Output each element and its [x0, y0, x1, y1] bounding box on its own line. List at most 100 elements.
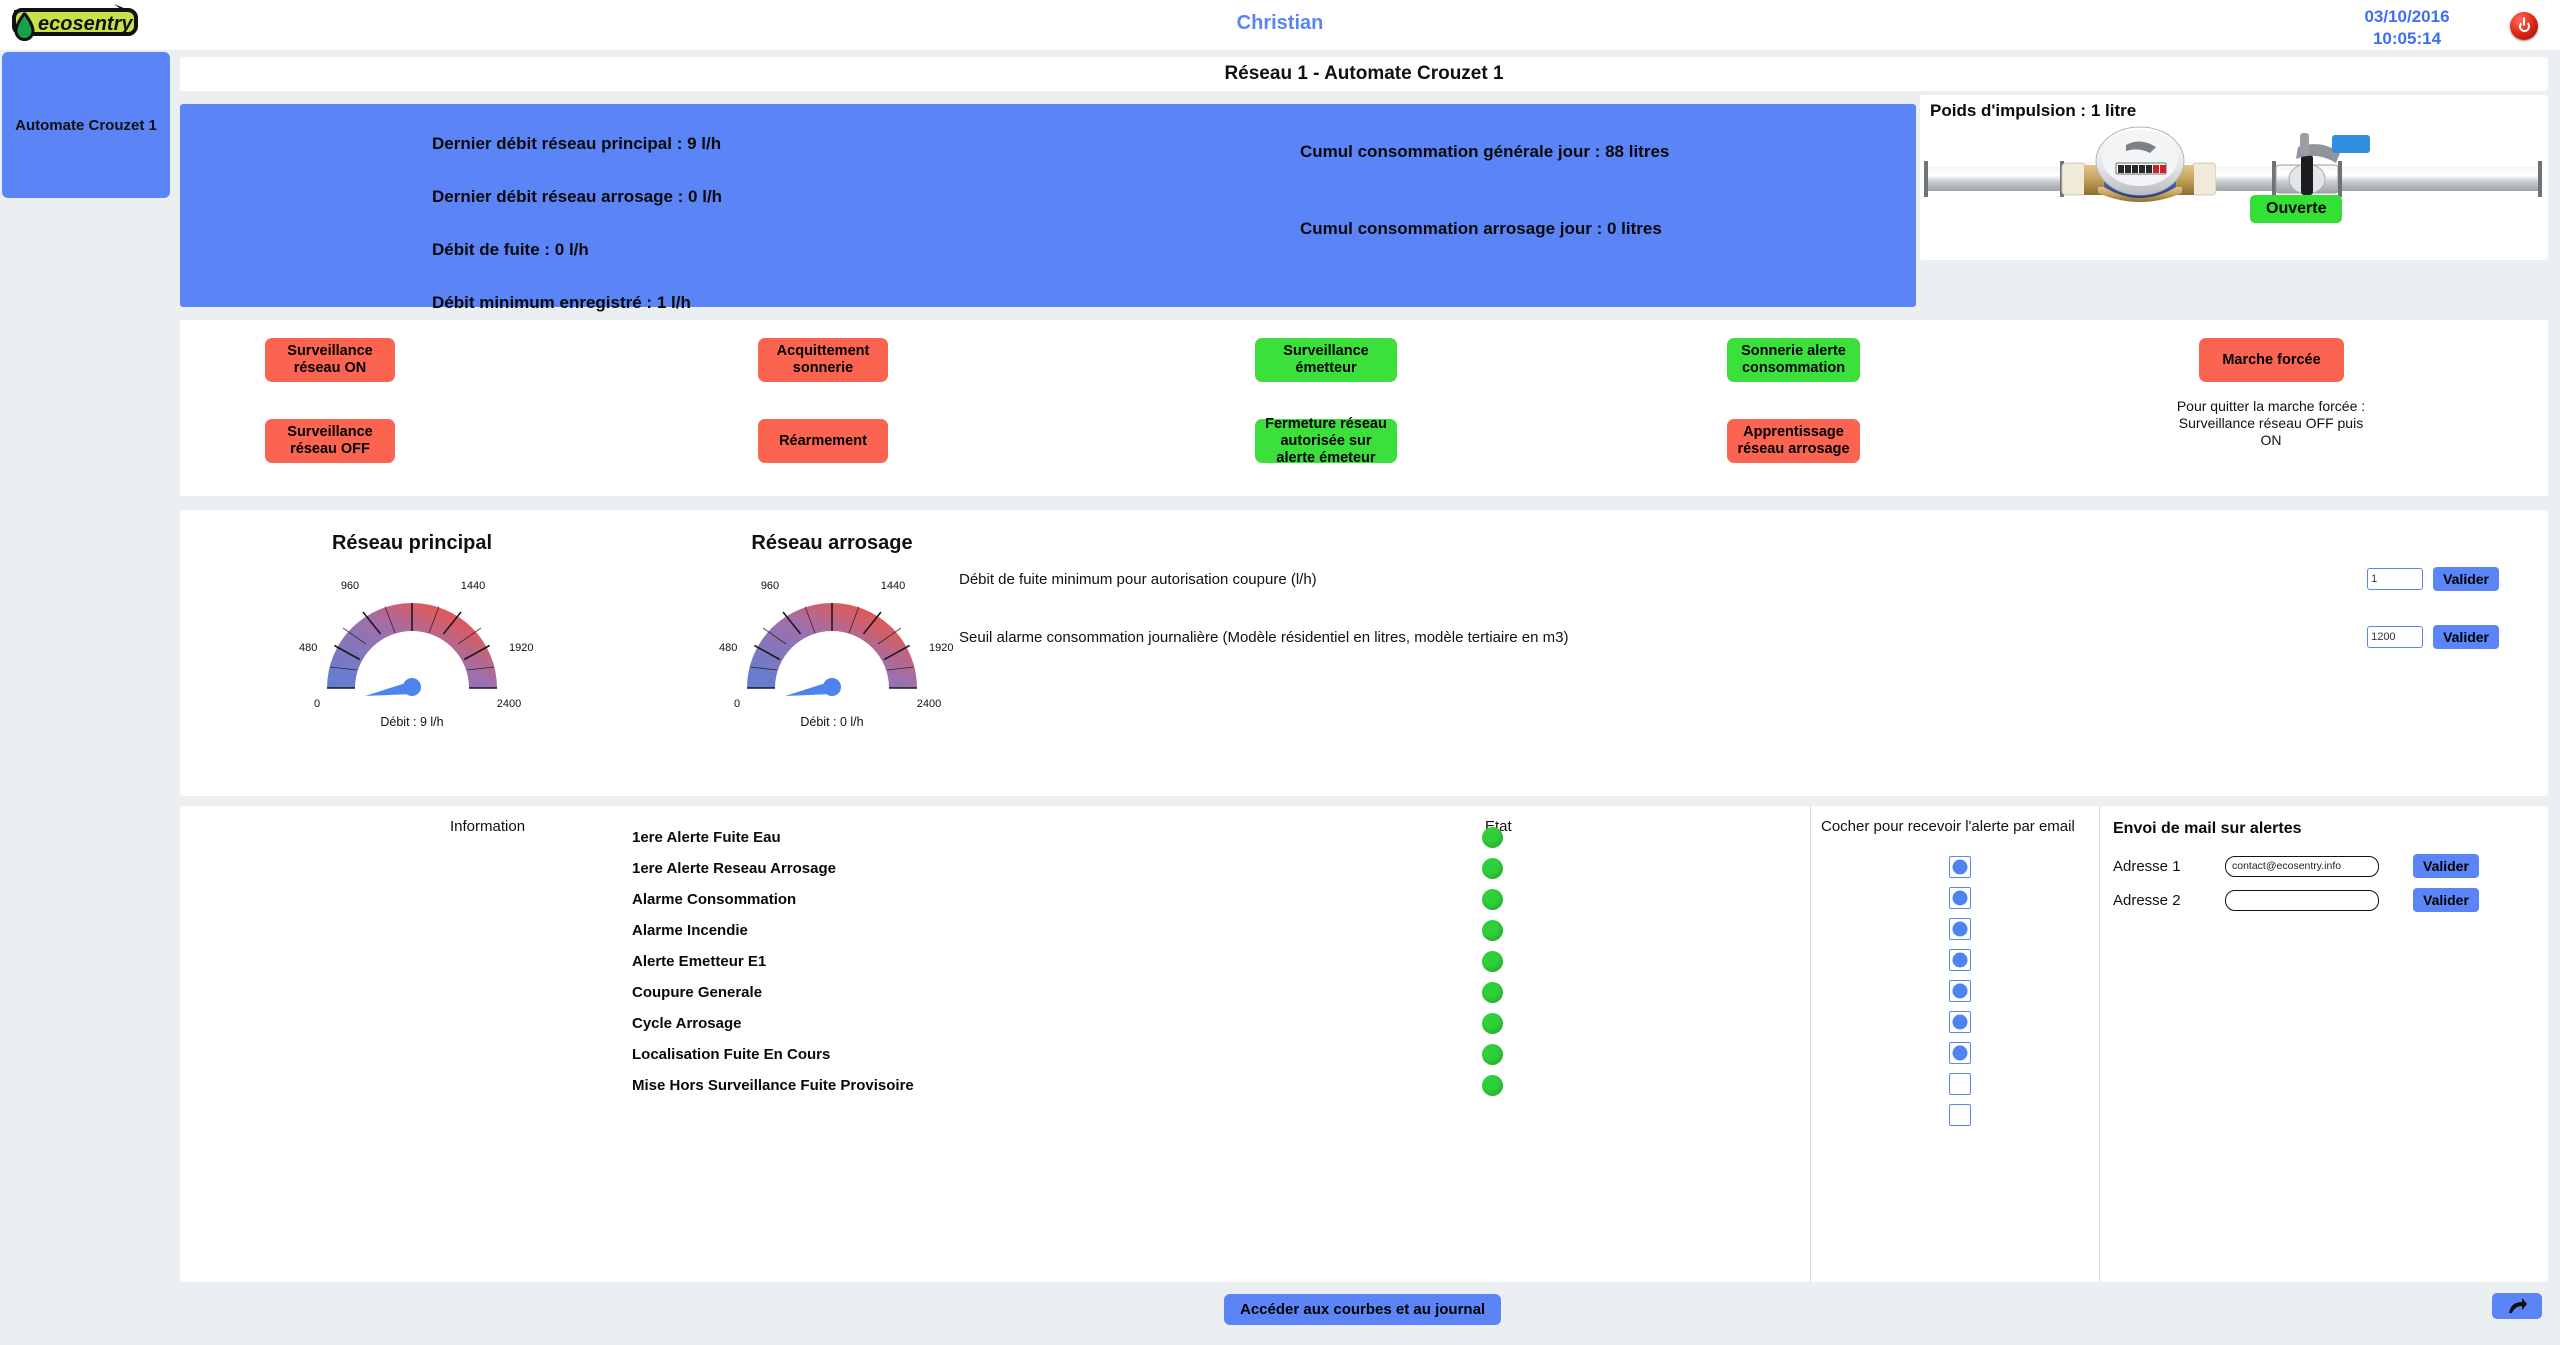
button-surveillance-reseau-off[interactable]: Surveillance réseau OFF	[265, 419, 395, 463]
table-row: Mise Hors Surveillance Fuite Provisoire	[450, 1060, 1600, 1110]
date-text: 03/10/2016	[2364, 7, 2450, 26]
flow-info-right-column: Cumul consommation générale jour : 88 li…	[1300, 142, 1669, 296]
page-title: Réseau 1 - Automate Crouzet 1	[180, 57, 2548, 91]
alert-name: 1ere Alerte Fuite Eau	[632, 828, 781, 846]
status-led	[1482, 1074, 1503, 1096]
table-row: 1ere Alerte Fuite Eau	[450, 812, 1600, 862]
email-label-2: Adresse 2	[2113, 891, 2181, 909]
alert-name: Mise Hors Surveillance Fuite Provisoire	[632, 1076, 914, 1094]
email-alert-checkbox[interactable]	[1949, 1011, 1971, 1033]
pulse-weight-label: Poids d'impulsion : 1 litre	[1930, 101, 2137, 120]
table-row: Coupure Generale	[450, 967, 1600, 1017]
setting-row-daily-alarm-threshold: Seuil alarme consommation journalière (M…	[959, 625, 2499, 649]
button-apprentissage-reseau-arrosage[interactable]: Apprentissage réseau arrosage	[1727, 419, 1860, 463]
validate-email-1-button[interactable]: Valider	[2413, 854, 2479, 878]
status-led	[1482, 1012, 1503, 1034]
column-header-email-checkbox: Cocher pour recevoir l'alerte par email	[1821, 818, 2075, 835]
svg-text:ecosentry: ecosentry	[38, 13, 133, 35]
table-row: Cycle Arrosage	[450, 998, 1600, 1048]
gauge-tick-1440: 1440	[881, 580, 905, 592]
user-name: Christian	[1236, 12, 1324, 34]
button-surveillance-emetteur[interactable]: Surveillance émetteur	[1255, 338, 1397, 382]
gauge-tick-1440: 1440	[461, 580, 485, 592]
email-address-2-input[interactable]	[2225, 889, 2379, 911]
gauge-tick-480: 480	[299, 642, 317, 654]
status-led	[1482, 826, 1503, 848]
gauge-tick-960: 960	[761, 580, 779, 592]
gauge-tick-1920: 1920	[929, 642, 953, 654]
email-alert-checkbox[interactable]	[1949, 1104, 1971, 1126]
gauge-title: Réseau arrosage	[751, 532, 913, 554]
gauge-tick-480: 480	[719, 642, 737, 654]
email-alert-checkbox[interactable]	[1949, 1042, 1971, 1064]
gauge-reseau-principal: Réseau principal	[252, 532, 572, 729]
email-alert-checkbox[interactable]	[1949, 949, 1971, 971]
table-row: 1ere Alerte Reseau Arrosage	[450, 843, 1600, 893]
info-leak-flow: Débit de fuite : 0 l/h	[432, 240, 589, 259]
power-icon[interactable]	[2510, 12, 2538, 40]
gauge-caption: Débit : 9 l/h	[380, 715, 444, 729]
alert-name: Cycle Arrosage	[632, 1014, 742, 1032]
footer-bar: Accéder aux courbes et au journal	[0, 1285, 2560, 1345]
flow-info-left-column: Dernier débit réseau principal : 9 l/h D…	[432, 134, 722, 346]
gauges-settings-panel: Réseau principal	[180, 510, 2548, 796]
control-buttons-panel: Surveillance réseau ON Surveillance rése…	[180, 320, 2548, 496]
gauge-tick-0: 0	[734, 698, 740, 710]
button-fermeture-reseau-autorisee[interactable]: Fermeture réseau autorisée sur alerte ém…	[1255, 416, 1397, 466]
sidebar-item-automate-crouzet-1[interactable]: Automate Crouzet 1	[2, 52, 170, 198]
min-leak-flow-input[interactable]	[2367, 568, 2424, 590]
info-last-main-flow: Dernier débit réseau principal : 9 l/h	[432, 134, 722, 153]
validate-email-2-button[interactable]: Valider	[2413, 888, 2479, 912]
gauge-tick-0: 0	[314, 698, 320, 710]
flow-info-panel: Dernier débit réseau principal : 9 l/h D…	[180, 104, 1916, 312]
table-row: Alarme Consommation	[450, 874, 1600, 924]
alert-name: Localisation Fuite En Cours	[632, 1045, 831, 1063]
setting-label: Débit de fuite minimum pour autorisation…	[959, 570, 1317, 588]
email-row-2: Adresse 2 Valider	[2113, 888, 2479, 912]
sidebar-item-label: Automate Crouzet 1	[15, 116, 157, 134]
status-led	[1482, 981, 1503, 1003]
gauge-tick-2400: 2400	[497, 698, 521, 710]
alert-name: Alarme Incendie	[632, 921, 748, 939]
status-led	[1482, 919, 1503, 941]
setting-label: Seuil alarme consommation journalière (M…	[959, 628, 1569, 646]
gauge-tick-2400: 2400	[917, 698, 941, 710]
status-led	[1482, 857, 1503, 879]
button-surveillance-reseau-on[interactable]: Surveillance réseau ON	[265, 338, 395, 382]
status-led	[1482, 888, 1503, 910]
email-alert-checkbox[interactable]	[1949, 856, 1971, 878]
button-acquittement-sonnerie[interactable]: Acquittement sonnerie	[758, 338, 888, 382]
button-rearmement[interactable]: Réarmement	[758, 419, 888, 463]
table-row: Alerte Emetteur E1	[450, 936, 1600, 986]
gauge-caption: Débit : 0 l/h	[800, 715, 864, 729]
email-alert-checkbox[interactable]	[1949, 918, 1971, 940]
alert-name: Alerte Emetteur E1	[632, 952, 767, 970]
table-row: Localisation Fuite En Cours	[450, 1029, 1600, 1079]
alert-name: Alarme Consommation	[632, 890, 797, 908]
validate-daily-alarm-threshold-button[interactable]: Valider	[2433, 625, 2499, 649]
email-alert-checkbox[interactable]	[1949, 1073, 1971, 1095]
email-alert-checkbox[interactable]	[1949, 980, 1971, 1002]
alerts-panel: Information Etat 1ere Alerte Fuite Eau 1…	[180, 806, 2548, 1282]
email-address-1-input[interactable]	[2225, 855, 2379, 877]
status-led	[1482, 950, 1503, 972]
email-settings-column: Envoi de mail sur alertes Adresse 1 Vali…	[2101, 806, 2548, 1282]
validate-min-leak-flow-button[interactable]: Valider	[2433, 567, 2499, 591]
email-checkbox-column: Cocher pour recevoir l'alerte par email	[1810, 806, 2100, 1282]
email-alert-checkbox[interactable]	[1949, 887, 1971, 909]
gauge-tick-960: 960	[341, 580, 359, 592]
button-sonnerie-alerte-consommation[interactable]: Sonnerie alerte consommation	[1727, 338, 1860, 382]
back-arrow-icon[interactable]	[2492, 1293, 2542, 1319]
ecosentry-logo: ecosentry	[10, 2, 160, 44]
alert-name: 1ere Alerte Reseau Arrosage	[632, 859, 836, 877]
status-led	[1482, 1043, 1503, 1065]
daily-alarm-threshold-input[interactable]	[2367, 626, 2424, 648]
info-min-flow: Débit minimum enregistré : 1 l/h	[432, 293, 691, 312]
gauge-reseau-arrosage: Réseau arrosage	[672, 532, 992, 729]
access-charts-journal-button[interactable]: Accéder aux courbes et au journal	[1224, 1294, 1502, 1325]
info-total-general-day: Cumul consommation générale jour : 88 li…	[1300, 142, 1670, 161]
button-marche-forcee[interactable]: Marche forcée	[2199, 338, 2344, 382]
datetime-display: 03/10/2016 10:05:14	[2332, 6, 2482, 50]
valve-state-badge: Ouverte	[2250, 195, 2343, 223]
